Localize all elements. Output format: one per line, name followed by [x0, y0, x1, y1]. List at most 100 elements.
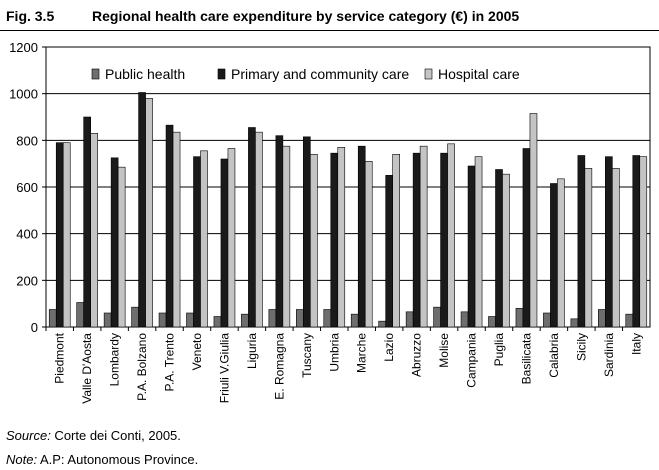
bar-hospital-care — [117, 166, 126, 328]
x-tick-label: P.A. Bolzano — [135, 333, 149, 401]
y-tick-label: 600 — [16, 180, 38, 195]
legend-entry: Hospital care — [438, 66, 520, 82]
x-tick-label: Abruzzo — [410, 333, 424, 377]
y-tick-label: 200 — [16, 273, 38, 288]
y-axis: 0 200 400 600 800 1000 1200 — [9, 40, 46, 335]
bar-hospital-care — [584, 168, 593, 328]
bar-hospital-care — [227, 148, 236, 328]
bar-public-health — [570, 318, 579, 328]
y-tick-label: 1200 — [9, 40, 38, 55]
y-tick-label: 1000 — [9, 87, 38, 102]
bar-hospital-care — [447, 143, 455, 328]
x-tick-label: Basilicata — [519, 333, 533, 385]
bar-public-health — [186, 312, 194, 328]
bar-hospital-care — [639, 156, 648, 328]
bar-primary-care — [248, 127, 256, 328]
x-tick-label: Calabria — [547, 333, 561, 378]
x-tick-label: Valle D'Aosta — [80, 333, 94, 404]
bar-public-health — [488, 316, 496, 328]
bar-primary-care — [83, 116, 91, 328]
y-tick-label: 0 — [31, 320, 38, 335]
bar-public-health — [378, 320, 386, 328]
bar-hospital-care — [557, 178, 565, 328]
figure-title: Regional health care expenditure by serv… — [92, 8, 520, 24]
x-tick-label: Veneto — [190, 333, 204, 371]
bar-primary-care — [110, 157, 119, 328]
bar-public-health — [433, 306, 441, 328]
figure-label: Fig. 3.5 — [6, 8, 55, 24]
bar-primary-care — [165, 124, 174, 328]
bar-public-health — [460, 311, 469, 328]
bar-primary-care — [467, 165, 476, 328]
bar-public-health — [241, 313, 249, 328]
bar-hospital-care — [474, 156, 483, 328]
legend: Public health Primary and community care H… — [91, 66, 520, 82]
bar-hospital-care — [255, 131, 263, 328]
source-note: Source: Corte dei Conti, 2005. — [6, 428, 181, 443]
bar-public-health — [158, 312, 167, 328]
x-tick-label: Marche — [355, 333, 369, 373]
x-tick-label: Molise — [437, 333, 451, 368]
x-tick-label: Friuli V.Giulia — [217, 333, 231, 404]
bar-primary-care — [357, 145, 366, 328]
legend-entry: Primary and community care — [231, 66, 409, 82]
bar-public-health — [405, 311, 414, 328]
bar-hospital-care — [337, 147, 346, 328]
bar-hospital-care — [90, 133, 98, 328]
note-text: A.P: Autonomous Province. — [37, 452, 199, 467]
bar-primary-care — [385, 175, 393, 328]
legend-entry: Public health — [105, 66, 185, 82]
bar-hospital-care — [145, 98, 153, 328]
legend-swatch — [91, 68, 100, 80]
bar-hospital-care — [612, 168, 620, 328]
bar-primary-care — [550, 183, 558, 328]
source-label: Source: — [6, 428, 51, 443]
bar-hospital-care — [392, 154, 400, 328]
source-text: Corte dei Conti, 2005. — [50, 428, 181, 443]
bar-hospital-care — [502, 173, 510, 328]
x-tick-label: E. Romagna — [272, 333, 286, 400]
x-tick-label: Sicily — [574, 333, 588, 361]
header-rule — [0, 30, 659, 31]
x-tick-label: Piedmont — [53, 332, 67, 383]
y-tick-label: 400 — [16, 227, 38, 242]
x-tick-label: Tuscany — [300, 333, 314, 378]
bar-public-health — [598, 309, 606, 328]
x-tick-label: Italy — [629, 333, 643, 355]
x-tick-label: Lombardy — [108, 333, 122, 386]
bar-public-health — [76, 302, 84, 328]
x-tick-label: Lazio — [382, 333, 396, 362]
x-axis: Piedmont Valle D'Aosta Lombardy P.A. Bolzan… — [45, 327, 643, 404]
bar-public-health — [625, 313, 634, 328]
bar-primary-care — [193, 156, 201, 328]
x-tick-label: Liguria — [245, 333, 259, 369]
legend-swatch — [424, 68, 433, 80]
bar-primary-care — [412, 152, 421, 328]
bar-public-health — [268, 309, 277, 328]
bar-primary-care — [138, 92, 146, 328]
bar-public-health — [515, 308, 524, 328]
bar-primary-care — [55, 142, 64, 328]
note-label: Note: — [6, 452, 38, 467]
bar-chart: 0 200 400 600 800 1000 1200 Piedmont Valle D'Ao… — [9, 40, 651, 404]
x-tick-label: Campania — [465, 333, 479, 388]
bar-primary-care — [522, 148, 531, 328]
bar-public-health — [296, 309, 304, 328]
bar-hospital-care — [200, 150, 208, 328]
bar-public-health — [543, 312, 551, 328]
bar-primary-care — [495, 169, 503, 328]
x-tick-label: Umbria — [327, 333, 341, 372]
x-tick-label: P.A. Trento — [163, 333, 177, 392]
bar-hospital-care — [310, 154, 318, 328]
bar-hospital-care — [62, 142, 71, 328]
bar-public-health — [350, 313, 359, 328]
bar-public-health — [323, 309, 332, 328]
bar-hospital-care — [364, 161, 373, 328]
legend-swatch — [217, 68, 226, 80]
bar-primary-care — [632, 155, 641, 328]
bars — [48, 92, 648, 328]
bar-primary-care — [577, 155, 586, 328]
bar-public-health — [48, 309, 57, 328]
bar-primary-care — [220, 158, 229, 328]
x-tick-label: Sardinia — [602, 333, 616, 377]
